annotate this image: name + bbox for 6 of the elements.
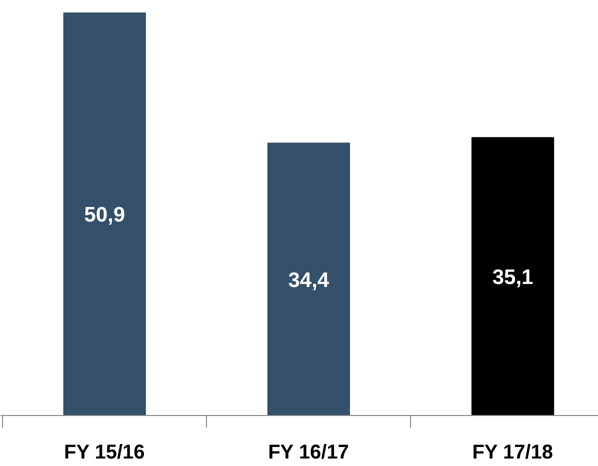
data-label: 50,9 (84, 204, 126, 226)
x-tick-label: FY 15/16 (64, 442, 145, 464)
data-label: 35,1 (492, 266, 534, 290)
data-label: 34,4 (288, 268, 330, 292)
x-tick-label: FY 16/17 (268, 442, 349, 464)
x-tick-label: FY 17/18 (472, 442, 554, 464)
